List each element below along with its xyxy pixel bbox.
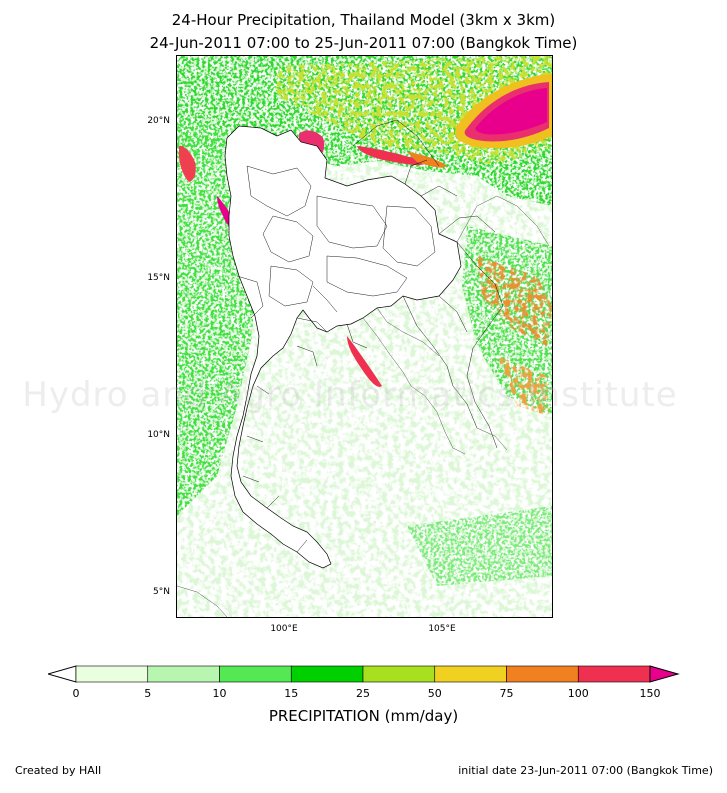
colorbar-cell-10-15 [219,665,292,683]
colorbar-cell-100-150 [577,665,651,683]
map-title-line2: 24-Jun-2011 07:00 to 25-Jun-2011 07:00 (… [149,34,578,52]
colorbar-cell-50-75 [434,665,507,683]
colorbar-tick-150: 150 [639,687,661,700]
colorbar-tick-75: 75 [499,687,514,700]
colorbar-under-arrow [48,665,77,683]
colorbar-tick-10: 10 [212,687,227,700]
footer-credit: Created by HAII [15,764,102,777]
country-borders [224,125,462,569]
colorbar-cell-25-50 [362,665,436,683]
precip-southeast-orange [497,356,549,416]
lat-tick-20: 20°N [147,116,170,126]
colorbar-cell-0-5 [75,665,149,683]
colorbar-tick-0: 0 [72,687,80,700]
colorbar-cell-75-100 [506,665,579,683]
precip-eastern-orange [477,256,552,346]
colorbar-tick-25: 25 [356,687,370,700]
lat-tick-15: 15°N [147,273,170,283]
colorbar-over-arrow [649,665,680,683]
map-frame [176,55,553,618]
precip-south-sea [407,506,552,586]
colorbar-tick-5: 5 [144,687,152,700]
colorbar-cell-5-10 [147,665,220,683]
footer-initial-date: initial date 23-Jun-2011 07:00 (Bangkok … [458,764,713,777]
lat-tick-10: 10°N [147,430,170,440]
colorbar-tick-100: 100 [567,687,589,700]
lon-tick-100: 100°E [270,624,298,634]
colorbar-title: PRECIPITATION (mm/day) [268,707,459,725]
colorbar-cell-15-25 [290,665,364,683]
lat-tick-5: 5°N [153,587,170,597]
colorbar-tick-15: 15 [284,687,299,700]
province-borders [236,119,504,553]
colorbar-tick-50: 50 [427,687,442,700]
precipitation-map [177,56,552,617]
map-title-line1: 24-Hour Precipitation, Thailand Model (3… [171,11,556,29]
lon-tick-105: 105°E [428,624,456,634]
coastline-cambodia-vietnam [177,195,550,617]
precipitation-colorbar [48,665,680,683]
